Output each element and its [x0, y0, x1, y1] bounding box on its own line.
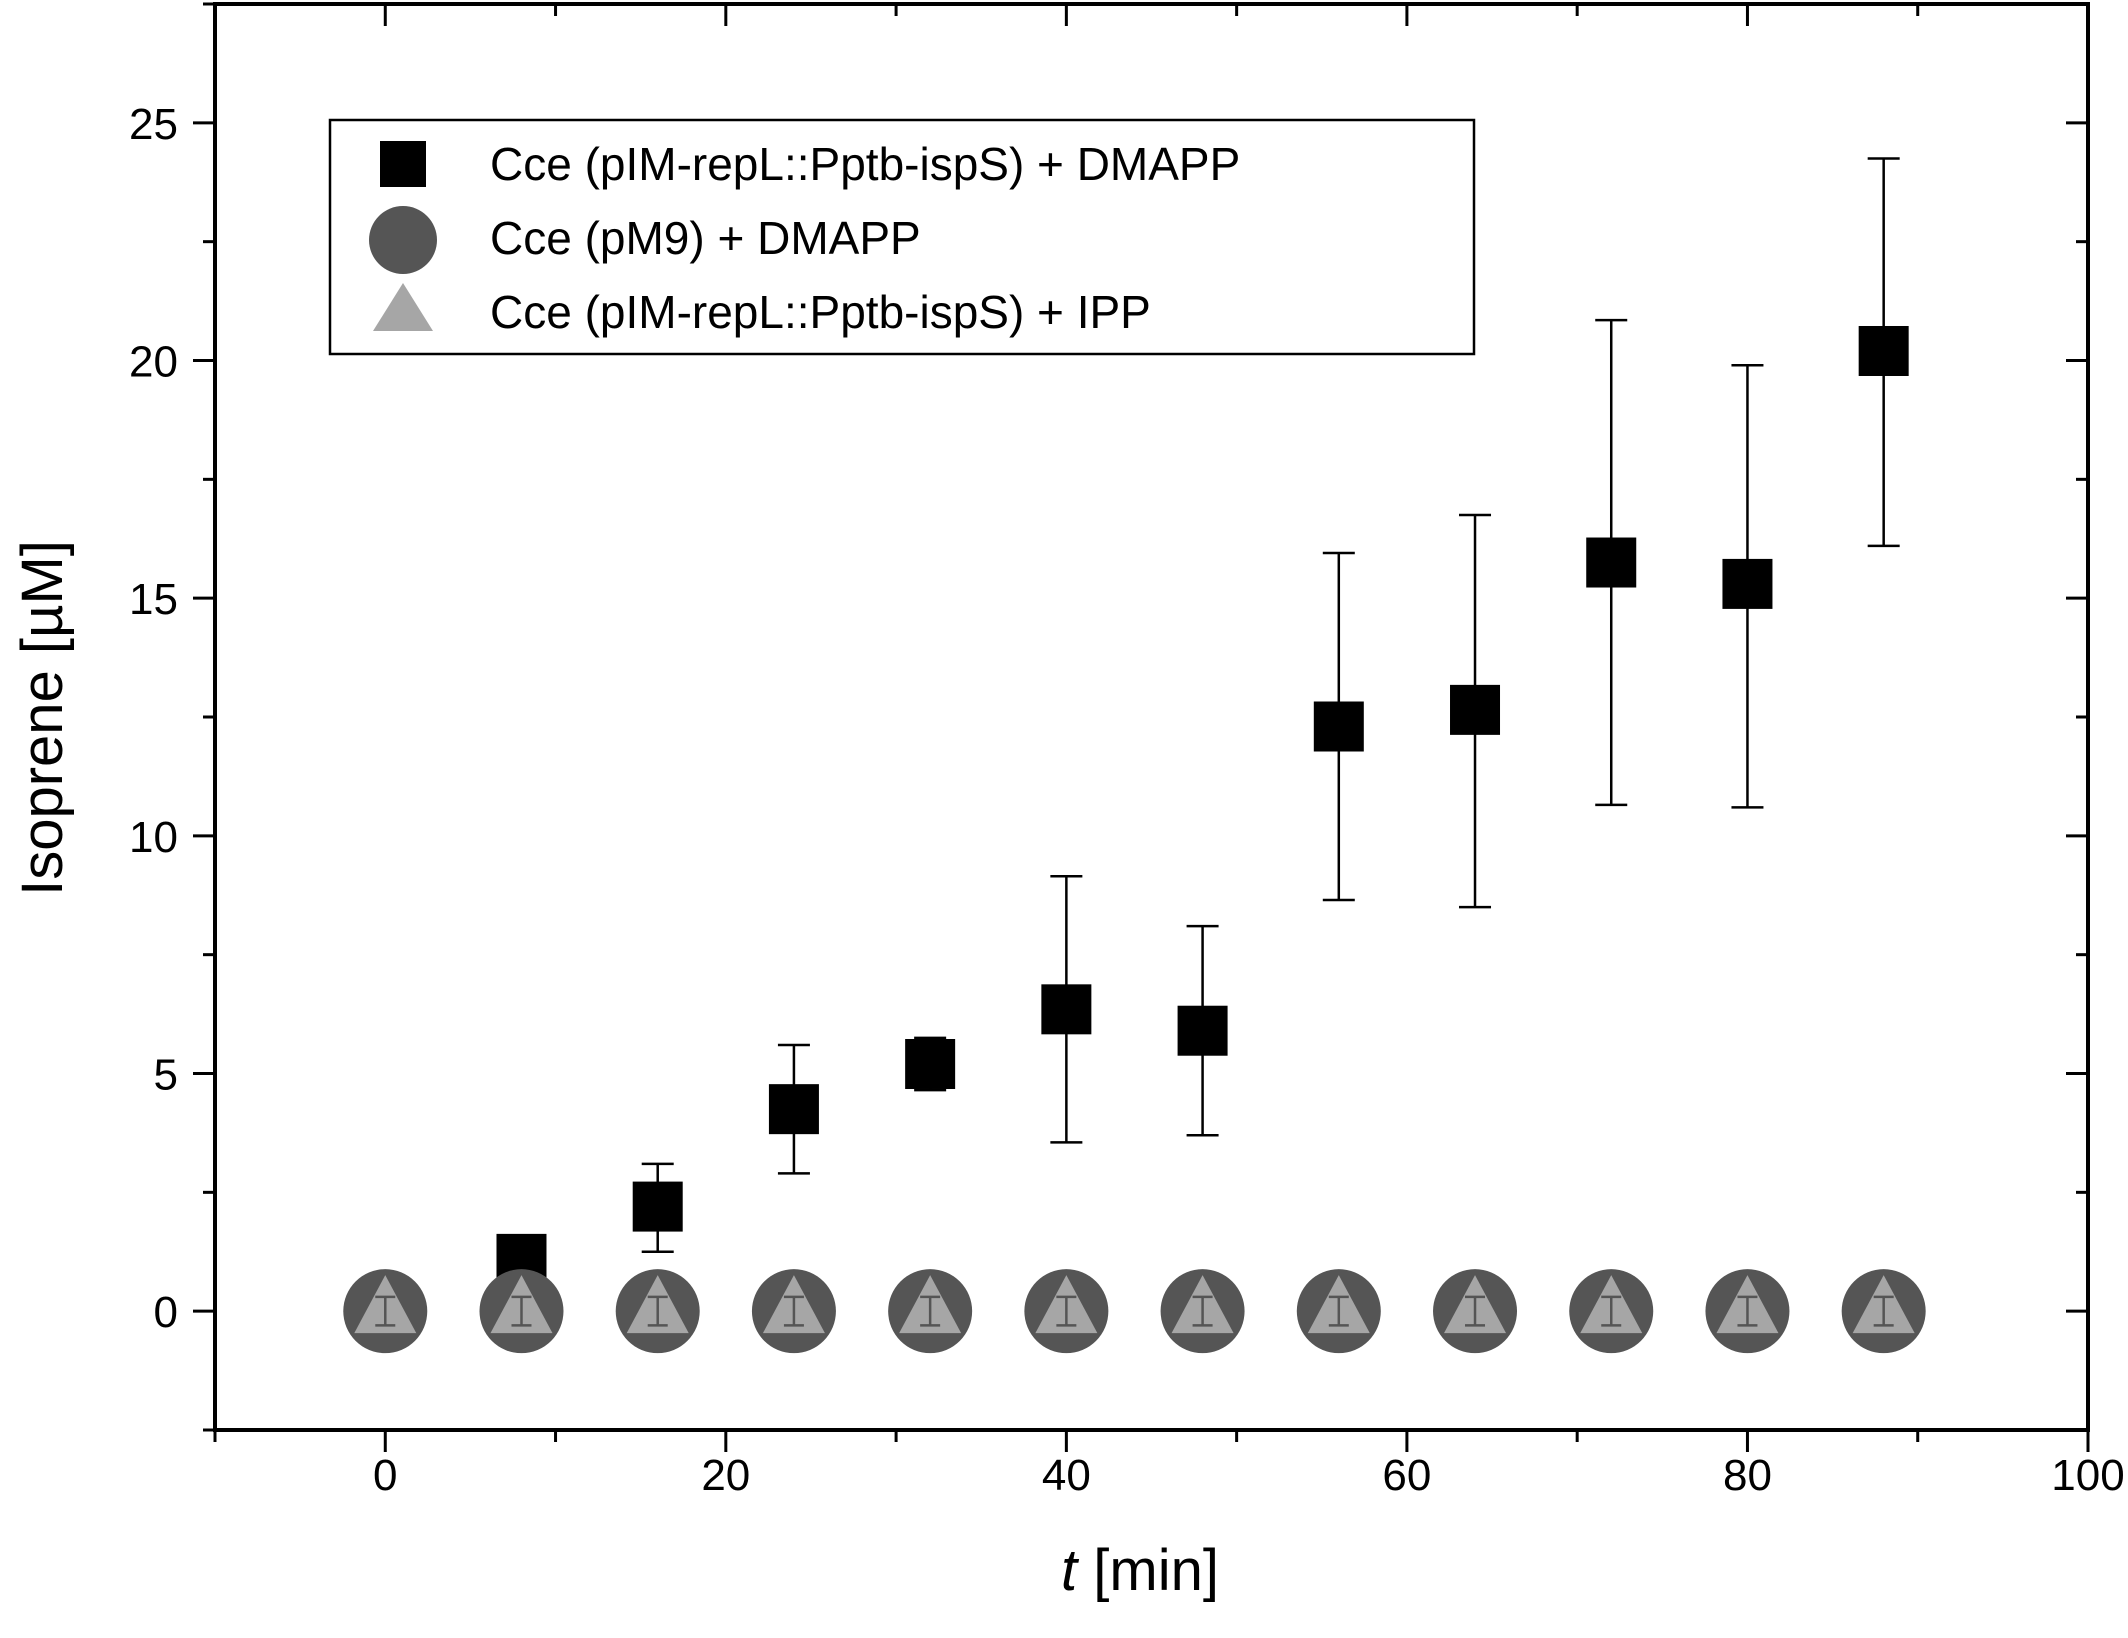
square-point	[1858, 325, 1909, 376]
plot-frame	[213, 2, 2090, 1432]
x-tick-label: 20	[701, 1451, 750, 1500]
square-point	[1450, 684, 1501, 735]
legend-marker-circle	[369, 206, 437, 274]
x-axis-title-symbol: t	[1061, 1538, 1080, 1603]
x-tick-label: 60	[1382, 1451, 1431, 1500]
legend-label-series-1: Cce (pIM-repL::Pptb-ispS) + DMAPP	[490, 138, 1240, 190]
legend-marker-triangle	[373, 283, 433, 331]
y-tick-label: 10	[129, 813, 178, 862]
square-point	[632, 1181, 683, 1232]
legend-box	[328, 118, 1476, 356]
x-tick-label: 100	[2051, 1451, 2124, 1500]
square-point	[1722, 558, 1773, 609]
legend-label-series-3: Cce (pIM-repL::Pptb-ispS) + IPP	[490, 286, 1151, 338]
y-tick-label: 20	[129, 338, 178, 387]
square-point	[1177, 1005, 1228, 1056]
y-tick-label: 25	[129, 100, 178, 149]
plot-area	[343, 157, 1926, 1354]
y-tick-label: 5	[154, 1051, 178, 1100]
square-point	[1586, 537, 1637, 588]
y-tick-label: 15	[129, 575, 178, 624]
square-point	[905, 1038, 956, 1089]
square-point	[768, 1084, 819, 1135]
y-axis-title: Isoprene [µM]	[10, 540, 75, 896]
square-point	[1313, 701, 1364, 752]
legend: Cce (pIM-repL::Pptb-ispS) + DMAPP Cce (p…	[328, 118, 1476, 356]
legend-label-series-2: Cce (pM9) + DMAPP	[490, 212, 921, 264]
legend-marker-square	[380, 141, 426, 187]
x-axis-title: t [min]	[1061, 1538, 1219, 1603]
x-axis-title-unit: [min]	[1077, 1538, 1219, 1603]
x-tick-label: 0	[373, 1451, 397, 1500]
x-tick-label: 80	[1723, 1451, 1772, 1500]
square-point	[1041, 984, 1092, 1035]
x-tick-label: 40	[1042, 1451, 1091, 1500]
tick-labels: 0 20 40 60 80 100 0 5 10 15 20 25	[129, 100, 2125, 1500]
y-tick-label: 0	[154, 1288, 178, 1337]
